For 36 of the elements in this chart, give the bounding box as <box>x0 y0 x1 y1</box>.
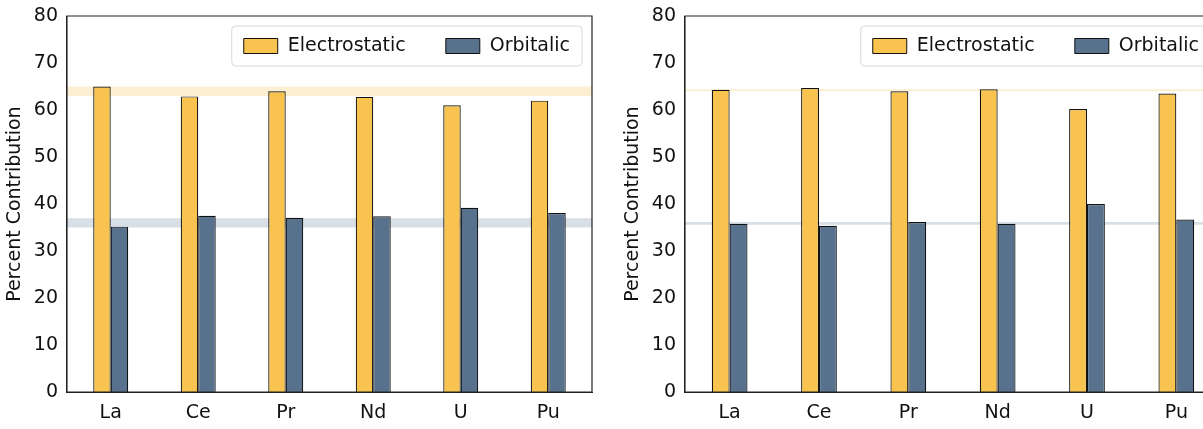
y-tick-label: 20 <box>651 285 676 308</box>
y-tick-label: 50 <box>651 144 676 167</box>
y-tick-label: 10 <box>651 332 676 355</box>
y-tick-label: 30 <box>33 238 58 261</box>
y-tick-label: 0 <box>45 379 58 402</box>
y-tick-label: 20 <box>33 285 58 308</box>
y-axis-title: Percent Contribution <box>2 106 25 302</box>
x-tick-label: Pu <box>536 399 560 422</box>
y-tick-label: 70 <box>651 49 676 72</box>
x-tick-label: Nd <box>984 399 1011 422</box>
y-tick-label: 60 <box>33 96 58 119</box>
y-tick-label: 0 <box>663 379 676 402</box>
x-tick-label: La <box>99 399 122 422</box>
y-tick-label: 40 <box>651 191 676 214</box>
x-tick-label: La <box>718 399 741 422</box>
x-tick-label: Pu <box>1164 399 1188 422</box>
x-tick-label: Pr <box>276 399 296 422</box>
y-tick-label: 70 <box>33 49 58 72</box>
x-tick-label: Ce <box>185 399 211 422</box>
y-axis-title: Percent Contribution <box>620 106 643 302</box>
legend-label: Orbitalic <box>1118 32 1199 55</box>
x-tick-label: Pr <box>898 399 918 422</box>
y-tick-label: 10 <box>33 332 58 355</box>
y-tick-label: 50 <box>33 144 58 167</box>
y-tick-label: 30 <box>651 238 676 261</box>
y-tick-label: 80 <box>651 2 676 25</box>
y-tick-label: 80 <box>33 2 58 25</box>
x-tick-label: U <box>1080 399 1094 422</box>
legend-label: Electrostatic <box>287 32 406 55</box>
x-tick-label: U <box>453 399 468 422</box>
x-tick-label: Ce <box>806 399 832 422</box>
y-tick-label: 60 <box>651 96 676 119</box>
x-tick-label: Nd <box>360 399 387 422</box>
legend-label: Orbitalic <box>489 32 570 55</box>
y-tick-label: 40 <box>33 191 58 214</box>
legend-label: Electrostatic <box>916 32 1035 55</box>
